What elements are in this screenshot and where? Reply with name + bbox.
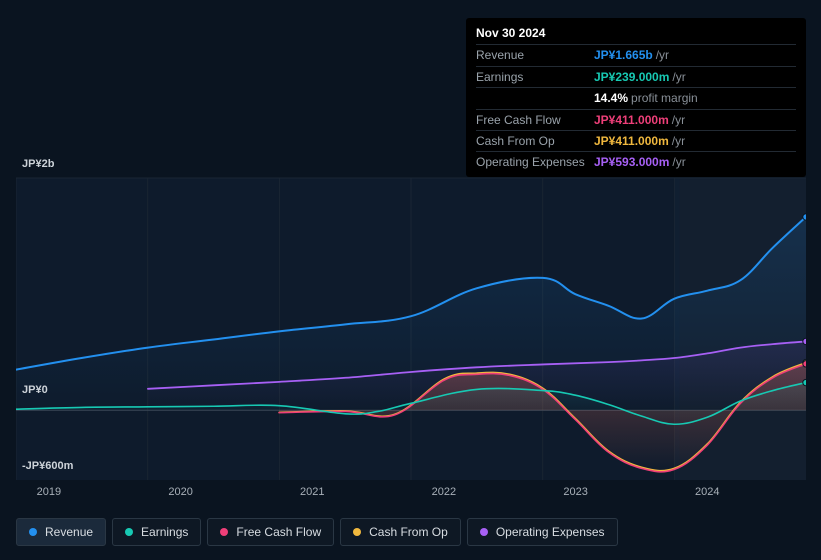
tooltip-row-label: Revenue <box>476 48 594 62</box>
tooltip-row-value: JP¥1.665b <box>594 48 653 62</box>
chart-svg[interactable] <box>16 160 806 480</box>
tooltip-date: Nov 30 2024 <box>476 24 796 44</box>
tooltip-row-suffix: /yr <box>672 134 685 148</box>
tooltip-row: EarningsJP¥239.000m/yr <box>476 66 796 87</box>
x-axis-label: 2019 <box>37 486 61 498</box>
tooltip-row-suffix: profit margin <box>631 91 698 105</box>
legend-item-opex[interactable]: Operating Expenses <box>467 518 618 546</box>
tooltip-row-label: Free Cash Flow <box>476 113 594 127</box>
legend-label: Free Cash Flow <box>236 525 321 539</box>
tooltip-row: RevenueJP¥1.665b/yr <box>476 44 796 65</box>
legend-dot-icon <box>480 528 488 536</box>
legend-dot-icon <box>125 528 133 536</box>
tooltip-row-suffix: /yr <box>656 48 669 62</box>
legend-dot-icon <box>220 528 228 536</box>
tooltip-row-suffix: /yr <box>672 113 685 127</box>
legend-item-cfo[interactable]: Cash From Op <box>340 518 461 546</box>
legend-dot-icon <box>353 528 361 536</box>
legend-item-earnings[interactable]: Earnings <box>112 518 201 546</box>
tooltip-row-label: Cash From Op <box>476 134 594 148</box>
tooltip-panel: Nov 30 2024 RevenueJP¥1.665b/yrEarningsJ… <box>466 18 806 177</box>
legend-item-fcf[interactable]: Free Cash Flow <box>207 518 334 546</box>
tooltip-row: Cash From OpJP¥411.000m/yr <box>476 130 796 151</box>
legend-item-revenue[interactable]: Revenue <box>16 518 106 546</box>
legend-label: Revenue <box>45 525 93 539</box>
x-axis-label: 2022 <box>432 486 456 498</box>
y-label-zero: JP¥0 <box>22 384 48 396</box>
chart-root: { "tooltip": { "date": "Nov 30 2024", "r… <box>0 0 821 560</box>
tooltip-row-value: JP¥239.000m <box>594 70 669 84</box>
x-axis-label: 2021 <box>300 486 324 498</box>
tooltip-row: Free Cash FlowJP¥411.000m/yr <box>476 109 796 130</box>
tooltip-row: 14.4%profit margin <box>476 87 796 108</box>
tooltip-row-suffix: /yr <box>672 70 685 84</box>
x-axis-label: 2020 <box>168 486 192 498</box>
legend: Revenue Earnings Free Cash Flow Cash From O… <box>16 518 618 546</box>
y-label-bottom: -JP¥600m <box>22 460 73 472</box>
tooltip-row-value: JP¥411.000m <box>594 113 669 127</box>
tooltip-row-label: Earnings <box>476 70 594 84</box>
legend-dot-icon <box>29 528 37 536</box>
chart-area: JP¥2b JP¥0 -JP¥600m 2019 2020 2021 2022 2023… <box>16 160 806 500</box>
tooltip-row-value: JP¥411.000m <box>594 134 669 148</box>
legend-label: Operating Expenses <box>496 525 605 539</box>
legend-label: Earnings <box>141 525 188 539</box>
x-axis-label: 2023 <box>563 486 587 498</box>
y-label-top: JP¥2b <box>22 158 54 170</box>
x-axis-label: 2024 <box>695 486 719 498</box>
legend-label: Cash From Op <box>369 525 448 539</box>
tooltip-row-value: 14.4% <box>594 91 628 105</box>
